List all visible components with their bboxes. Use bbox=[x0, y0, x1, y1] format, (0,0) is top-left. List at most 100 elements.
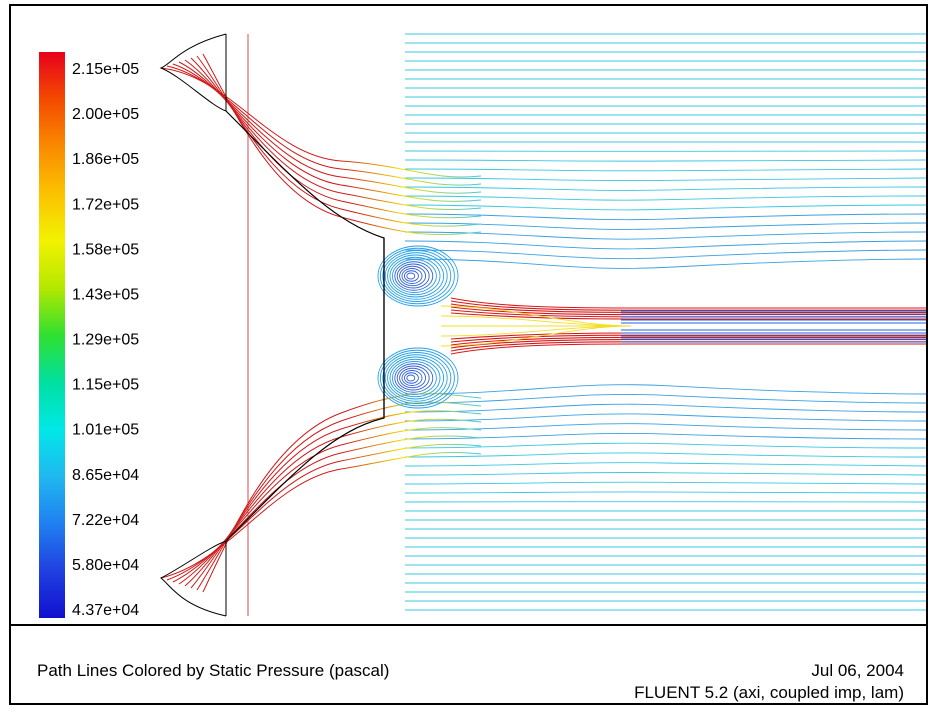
inlet-lower-outline bbox=[160, 540, 227, 617]
pathline bbox=[404, 471, 926, 476]
pathline bbox=[166, 65, 482, 186]
pathline bbox=[450, 336, 926, 346]
vortex-streamline bbox=[384, 354, 448, 402]
vortex-streamline bbox=[391, 259, 437, 293]
vortex-streamline bbox=[379, 349, 455, 407]
pathline bbox=[404, 432, 926, 440]
pathline bbox=[404, 159, 926, 162]
vortex-streamline bbox=[379, 247, 455, 305]
vortex-streamline bbox=[406, 374, 416, 382]
pathline bbox=[160, 452, 482, 579]
vortex-streamline bbox=[384, 252, 448, 300]
pathline bbox=[404, 213, 926, 221]
geometry-outline bbox=[159, 33, 385, 617]
vortex-streamline bbox=[391, 361, 437, 395]
plot-date: Jul 06, 2004 bbox=[811, 661, 904, 680]
vortex-streamline bbox=[382, 352, 452, 404]
pathline bbox=[404, 204, 926, 211]
pathline bbox=[404, 168, 926, 172]
pathline bbox=[404, 442, 926, 449]
caption-divider bbox=[11, 624, 926, 626]
pathline bbox=[404, 481, 926, 485]
colorbar-tick-label: 1.58e+05 bbox=[72, 241, 139, 258]
colorbar-tick-label: 1.01e+05 bbox=[72, 422, 139, 439]
pathline bbox=[178, 427, 482, 585]
pathline bbox=[190, 57, 482, 219]
colorbar-tick-label: 1.86e+05 bbox=[72, 151, 139, 168]
pathline bbox=[450, 312, 926, 320]
pathline bbox=[404, 177, 926, 182]
pathline bbox=[184, 59, 482, 211]
vortex-streamline bbox=[401, 268, 423, 284]
vortex-streamline bbox=[382, 250, 452, 302]
colorbar-tick-label: 2.00e+05 bbox=[72, 106, 139, 123]
pathline bbox=[404, 403, 926, 413]
vortex-streamline bbox=[399, 367, 427, 389]
pathline bbox=[404, 195, 926, 201]
vortex-streamline bbox=[389, 358, 441, 398]
pathline bbox=[404, 186, 926, 191]
pathline bbox=[404, 413, 926, 422]
pathlines bbox=[160, 33, 926, 611]
pathline bbox=[202, 53, 482, 236]
pathline bbox=[450, 297, 926, 309]
pathline bbox=[404, 452, 926, 458]
colorbar-gradient bbox=[39, 52, 65, 618]
plot-caption: Path Lines Colored by Static Pressure (p… bbox=[37, 661, 390, 680]
colorbar-tick-label: 4.37e+04 bbox=[72, 602, 139, 619]
pathline bbox=[404, 491, 926, 494]
colorbar-tick-label: 7.22e+04 bbox=[72, 512, 139, 529]
pathline bbox=[166, 443, 482, 581]
pathline bbox=[404, 393, 926, 404]
vortex-streamline bbox=[396, 365, 430, 391]
figure-frame: 2.15e+05 2.00e+05 1.86e+05 1.72e+05 1.58e+05… bbox=[9, 4, 928, 705]
pathline bbox=[202, 393, 482, 593]
pathline bbox=[404, 423, 926, 431]
vortex-streamline bbox=[399, 265, 427, 287]
pathline bbox=[184, 418, 482, 587]
pathline bbox=[450, 300, 926, 311]
pathline bbox=[404, 249, 926, 260]
colorbar-tick-label: 1.29e+05 bbox=[72, 332, 139, 349]
pathline bbox=[404, 240, 926, 250]
pathline bbox=[450, 332, 926, 340]
vortex-streamline bbox=[389, 256, 441, 296]
colorbar-tick-label: 1.72e+05 bbox=[72, 196, 139, 213]
vortex-streamline bbox=[377, 347, 459, 409]
pathline bbox=[196, 401, 482, 591]
pathline bbox=[450, 303, 926, 313]
solver-version: FLUENT 5.2 (axi, coupled imp, lam) bbox=[634, 683, 904, 702]
pathline bbox=[440, 325, 632, 347]
vortex-streamline bbox=[403, 270, 419, 282]
pathline bbox=[172, 435, 482, 583]
pathline bbox=[178, 61, 482, 202]
pathline bbox=[450, 341, 926, 352]
vortex-streamline bbox=[396, 263, 430, 289]
colorbar-tick-label: 1.43e+05 bbox=[72, 286, 139, 303]
colorbar-tick-label: 5.80e+04 bbox=[72, 557, 139, 574]
pathline bbox=[450, 306, 926, 316]
pathline bbox=[404, 258, 926, 269]
pathline bbox=[404, 384, 926, 395]
vortex-streamline bbox=[406, 272, 416, 280]
pathline-plot: 2.15e+05 2.00e+05 1.86e+05 1.72e+05 1.58e+05… bbox=[39, 33, 926, 619]
vortex-streamline bbox=[394, 363, 434, 393]
inlet-upper-outline bbox=[159, 33, 227, 112]
pathline bbox=[450, 343, 926, 355]
pathline bbox=[450, 339, 926, 349]
pathline bbox=[404, 462, 926, 467]
pathline bbox=[190, 410, 482, 589]
pathline bbox=[404, 231, 926, 240]
vortex-streamline bbox=[387, 356, 445, 400]
colorbar-tick-label: 1.15e+05 bbox=[72, 377, 139, 394]
vortex-streamline bbox=[394, 261, 434, 291]
pathline bbox=[404, 222, 926, 230]
colorbar-tick-label: 2.15e+05 bbox=[72, 61, 139, 78]
vortex-streamline bbox=[403, 372, 419, 384]
bluff-body-outline bbox=[225, 110, 385, 542]
vortex-streamline bbox=[401, 370, 423, 386]
vortex-streamline bbox=[377, 245, 459, 307]
colorbar-tick-label: 8.65e+04 bbox=[72, 467, 139, 484]
colorbar: 2.15e+05 2.00e+05 1.86e+05 1.72e+05 1.58e+05… bbox=[39, 52, 139, 619]
vortex-streamline bbox=[387, 254, 445, 298]
